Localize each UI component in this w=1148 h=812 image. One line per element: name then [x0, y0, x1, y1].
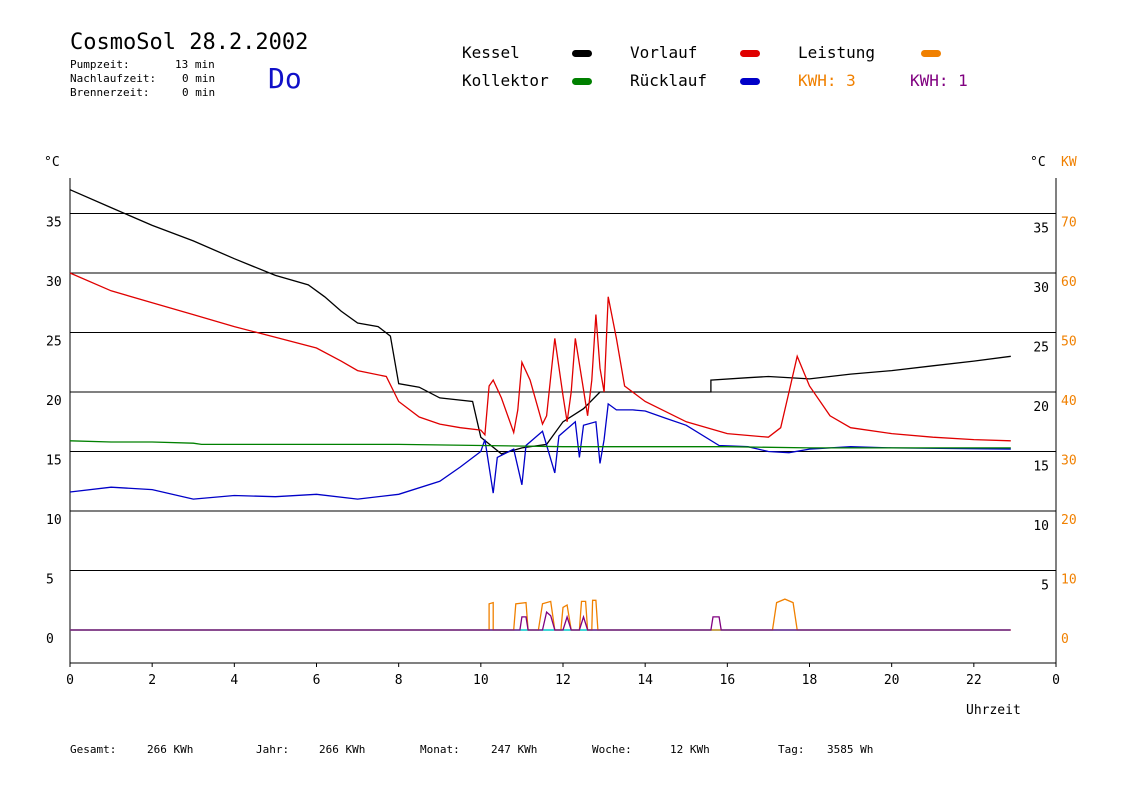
- y-left-tick-label: 5: [46, 573, 54, 588]
- legend-kollektor-label: Kollektor: [462, 71, 549, 90]
- footer-jahr-value: 266 KWh: [319, 743, 366, 756]
- x-tick-label: 0: [66, 673, 74, 688]
- y-left-tick-label: 10: [46, 513, 62, 528]
- legend-kessel-swatch: [572, 50, 592, 57]
- stat-pumpzeit-value: 13 min: [175, 58, 215, 71]
- y-left-unit: °C: [44, 155, 60, 170]
- y-right-power-tick-label: 0: [1061, 632, 1069, 647]
- stat-nachlaufzeit-label: Nachlaufzeit:: [70, 72, 157, 85]
- legend-kollektor-swatch: [572, 78, 592, 85]
- legend-kwh-1: KWH: 3: [798, 71, 856, 90]
- y-right-power-tick-label: 30: [1061, 454, 1077, 469]
- legend-kessel-label: Kessel: [462, 43, 520, 62]
- series-line-leistung: [70, 598, 1011, 631]
- weekday-label: Do: [268, 62, 302, 95]
- y-right-unit-temp: °C: [1030, 155, 1046, 170]
- x-tick-label: 16: [720, 673, 736, 688]
- x-tick-label: 20: [884, 673, 900, 688]
- footer-jahr-label: Jahr:: [256, 743, 290, 756]
- series-line-vorlauf: [69, 272, 1011, 442]
- y-right-temp-tick-label: 25: [1033, 341, 1049, 356]
- footer-tag-label: Tag:: [778, 743, 805, 756]
- legend-vorlauf-swatch: [740, 50, 760, 57]
- series-line-kwh2: [70, 610, 1011, 631]
- series-line-ruecklauf: [69, 402, 1011, 500]
- legend-kwh-2: KWH: 1: [910, 71, 968, 90]
- footer-woche-value: 12 KWh: [670, 743, 710, 756]
- stat-brennerzeit-value: 0 min: [182, 86, 216, 99]
- x-axis-label: Uhrzeit: [966, 703, 1021, 718]
- x-tick-label: 22: [966, 673, 982, 688]
- y-right-temp-tick-label: 15: [1033, 460, 1049, 475]
- y-right-temp-tick-label: 20: [1033, 400, 1049, 415]
- legend-ruecklauf-swatch: [740, 78, 760, 85]
- footer-gesamt-value: 266 KWh: [147, 743, 194, 756]
- stat-pumpzeit-label: Pumpzeit:: [70, 58, 130, 71]
- stat-nachlaufzeit-value: 0 min: [182, 72, 216, 85]
- x-tick-label: 18: [802, 673, 818, 688]
- legend-leistung-swatch: [921, 50, 941, 57]
- x-tick-label: 12: [555, 673, 571, 688]
- y-left-tick-label: 30: [46, 275, 62, 290]
- y-right-power-tick-label: 60: [1061, 275, 1077, 290]
- y-right-power-tick-label: 50: [1061, 335, 1077, 350]
- y-right-temp-tick-label: 10: [1033, 519, 1049, 534]
- y-left-tick-label: 0: [46, 632, 54, 647]
- y-right-temp-tick-label: 30: [1033, 281, 1049, 296]
- y-right-temp-tick-label: 35: [1033, 222, 1049, 237]
- y-right-power-tick-label: 40: [1061, 394, 1077, 409]
- x-tick-label: 0: [1052, 673, 1060, 688]
- y-right-unit-power: KW: [1061, 155, 1077, 170]
- chart-title: CosmoSol 28.2.2002: [70, 30, 309, 55]
- y-left-tick-label: 20: [46, 394, 62, 409]
- x-tick-label: 2: [148, 673, 156, 688]
- x-tick-label: 14: [637, 673, 653, 688]
- x-tick-label: 6: [313, 673, 321, 688]
- x-tick-label: 10: [473, 673, 489, 688]
- legend-vorlauf-label: Vorlauf: [630, 43, 698, 62]
- y-right-power-tick-label: 20: [1061, 513, 1077, 528]
- stat-brennerzeit-label: Brennerzeit:: [70, 86, 150, 99]
- footer-woche-label: Woche:: [592, 743, 632, 756]
- x-tick-label: 8: [395, 673, 403, 688]
- y-left-tick-label: 25: [46, 335, 62, 350]
- legend-ruecklauf-label: Rücklauf: [630, 71, 708, 90]
- footer-gesamt-label: Gesamt:: [70, 743, 117, 756]
- y-left-tick-label: 35: [46, 216, 62, 231]
- series-line-kollektor: [69, 440, 1011, 449]
- footer-monat-value: 247 KWh: [491, 743, 538, 756]
- y-right-power-tick-label: 10: [1061, 573, 1077, 588]
- y-right-temp-tick-label: 5: [1041, 579, 1049, 594]
- x-tick-label: 4: [230, 673, 238, 688]
- footer-monat-label: Monat:: [420, 743, 460, 756]
- y-left-tick-label: 15: [46, 454, 62, 469]
- footer-tag-value: 3585 Wh: [827, 743, 874, 756]
- legend-leistung-label: Leistung: [798, 43, 876, 62]
- y-right-power-tick-label: 70: [1061, 216, 1077, 231]
